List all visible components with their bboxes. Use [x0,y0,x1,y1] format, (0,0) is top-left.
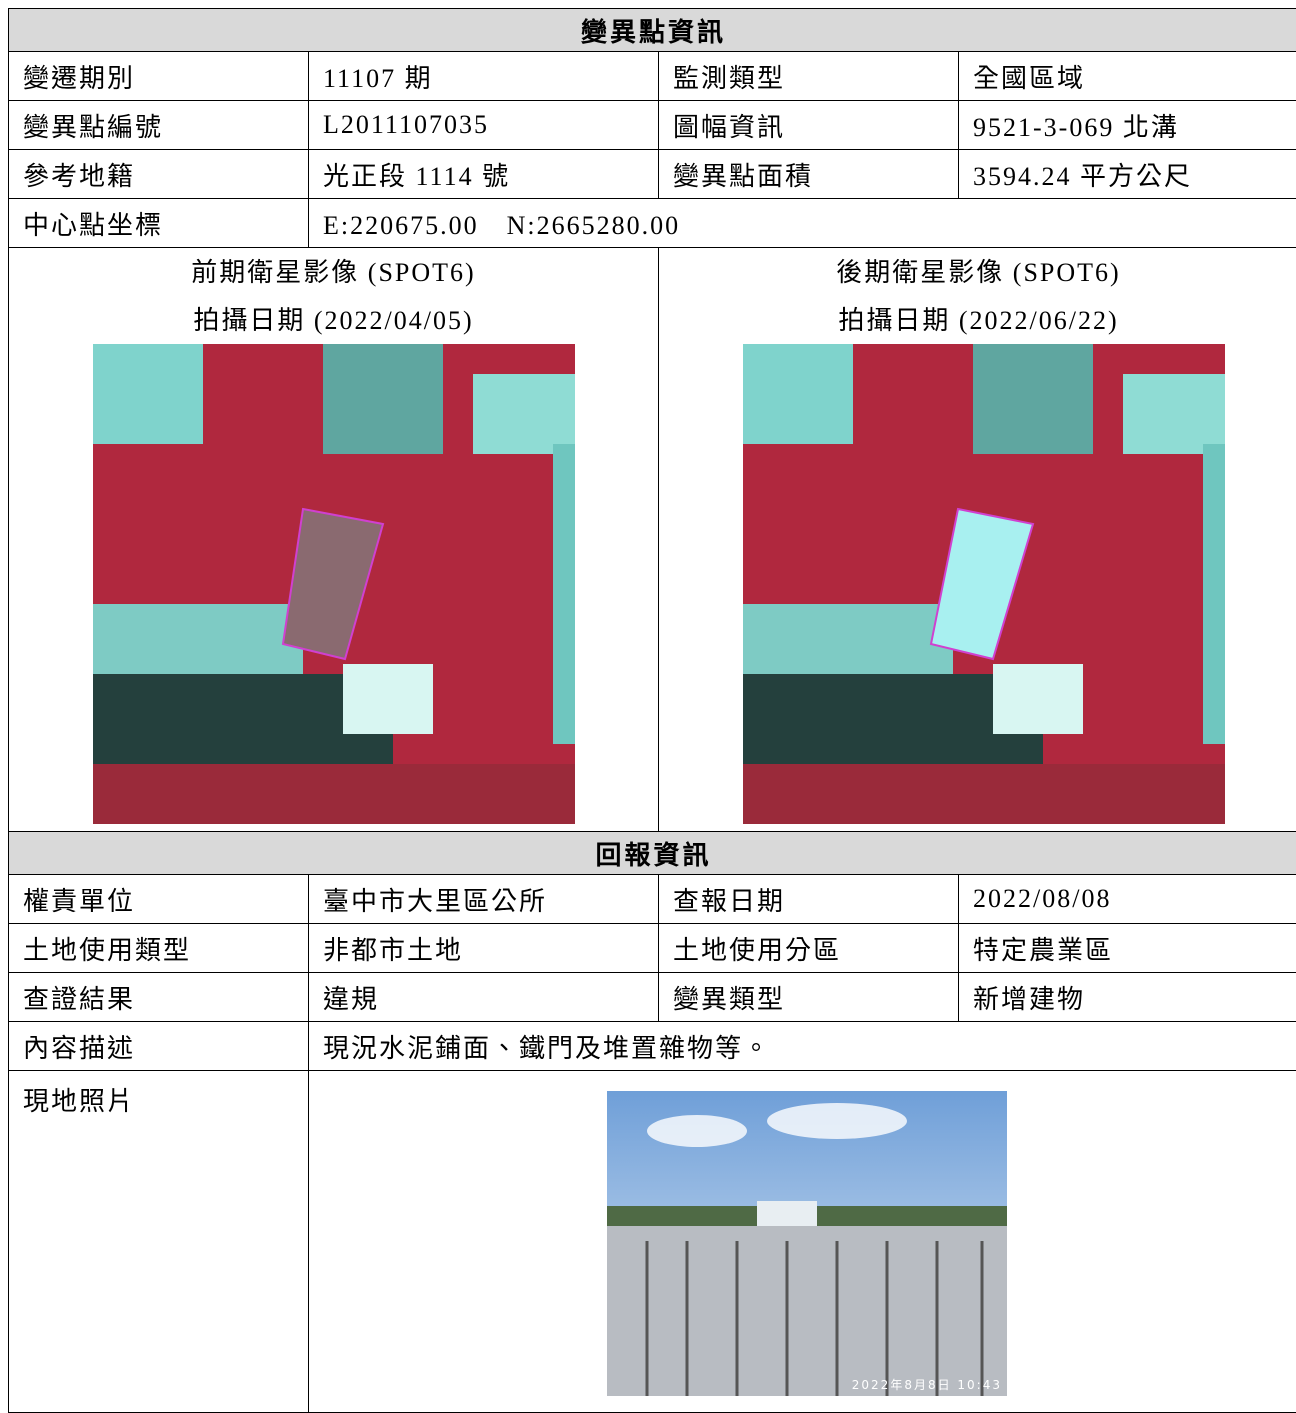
image-cell: 後期衛星影像 (SPOT6) 拍攝日期 (2022/06/22) [657,247,1296,832]
value: 違規 [308,972,659,1022]
image-caption: 後期衛星影像 (SPOT6) [836,258,1121,287]
value: 非都市土地 [308,923,659,973]
value: 3594.24 平方公尺 [957,149,1296,199]
satellite-image [92,344,575,824]
label: 土地使用分區 [658,923,959,973]
report-table: 變異點資訊 變遷期別 11107 期監測類型 全國區域 變異點編號 L20111070… [7,8,1296,1413]
label: 變異類型 [658,972,959,1022]
label: 查證結果 [8,972,309,1022]
value: 特定農業區 [957,923,1296,973]
label: 內容描述 [8,1021,309,1071]
value: 9521-3-069 北溝 [957,100,1296,150]
label: 查報日期 [658,874,959,924]
image-date: 拍攝日期 (2022/06/22) [838,306,1119,335]
label: 變遷期別 [8,51,309,101]
label: 變異點編號 [8,100,309,150]
label: 圖幅資訊 [658,100,959,150]
value: 臺中市大里區公所 [308,874,659,924]
section-title: 回報資訊 [7,831,1296,875]
value: 現況水泥鋪面、鐵門及堆置雜物等。 [307,1021,1296,1071]
value: 新增建物 [957,972,1296,1022]
label: 中心點坐標 [8,198,309,248]
image-caption: 前期衛星影像 (SPOT6) [191,258,476,287]
value: L2011107035 [308,100,659,150]
image-cell: 前期衛星影像 (SPOT6) 拍攝日期 (2022/04/05) [8,247,659,832]
section-title: 變異點資訊 [7,8,1296,52]
label: 監測類型 [658,51,959,101]
label: 土地使用類型 [8,923,309,973]
value: E:220675.00 N:2665280.00 [307,198,1296,248]
value: 全國區域 [957,51,1296,101]
label: 參考地籍 [8,149,309,199]
label: 權責單位 [8,874,309,924]
photo-cell: 2022年8月8日 10:43 [307,1070,1296,1413]
label: 現地照片 [8,1070,309,1413]
photo-timestamp: 2022年8月8日 10:43 [852,1378,1002,1392]
image-date: 拍攝日期 (2022/04/05) [193,306,474,335]
value: 11107 期 [308,51,659,101]
satellite-image [743,344,1225,824]
label: 變異點面積 [658,149,959,199]
site-photo: 2022年8月8日 10:43 [607,1091,1007,1396]
value: 2022/08/08 [957,874,1296,924]
value: 光正段 1114 號 [308,149,659,199]
